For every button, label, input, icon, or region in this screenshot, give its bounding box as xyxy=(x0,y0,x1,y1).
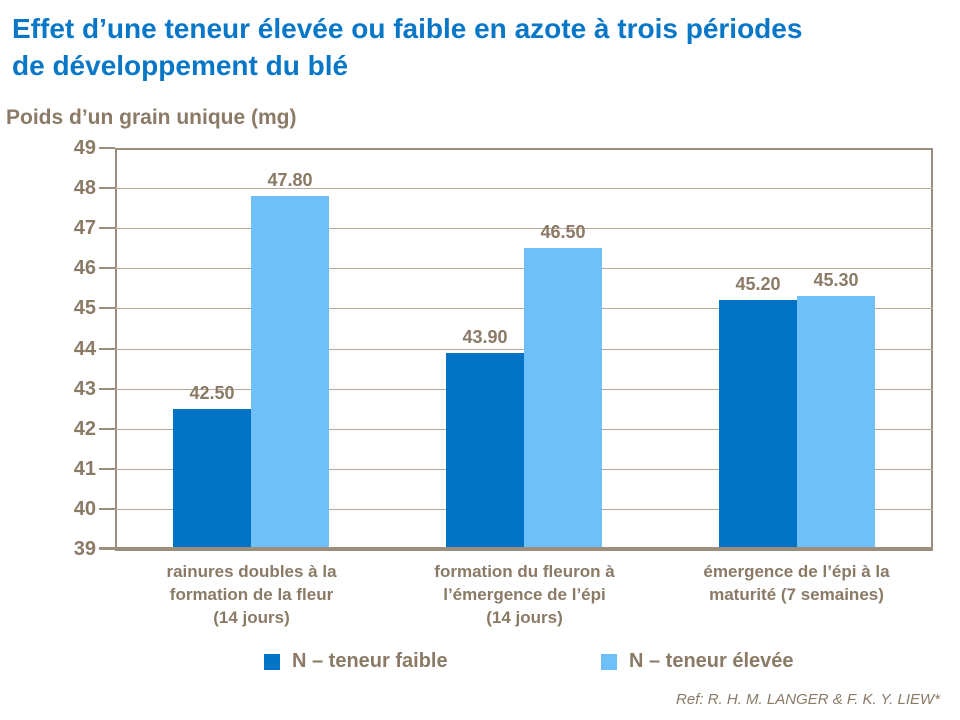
y-axis-tick-label: 41 xyxy=(73,458,96,480)
legend-item: N – teneur faible xyxy=(264,650,448,673)
y-axis-tick xyxy=(99,388,115,390)
bar-value-label: 45.30 xyxy=(813,270,859,290)
bar-value-label: 45.20 xyxy=(735,274,781,294)
bar-teneur-elevee xyxy=(797,296,875,549)
bar-teneur-faible xyxy=(719,300,797,549)
gridline xyxy=(115,228,933,229)
y-axis-tick-label: 43 xyxy=(73,378,96,400)
y-axis-tick xyxy=(99,147,115,149)
y-axis-tick xyxy=(99,348,115,350)
bar-value-label: 42.50 xyxy=(189,383,235,403)
y-axis-tick-label: 39 xyxy=(73,538,96,560)
legend-item: N – teneur élevée xyxy=(601,650,794,673)
y-axis-tick-label: 45 xyxy=(73,297,96,319)
category-label: rainures doubles à la formation de la fl… xyxy=(166,562,337,627)
y-axis-tick-label: 44 xyxy=(73,338,96,360)
category-label: formation du fleuron à l’émergence de l’… xyxy=(434,562,615,627)
x-axis-line xyxy=(99,547,933,550)
y-axis-tick xyxy=(99,428,115,430)
bar-teneur-elevee xyxy=(251,196,329,549)
y-axis-tick xyxy=(99,307,115,309)
y-axis-tick-label: 49 xyxy=(73,137,96,159)
y-axis-title: Poids d’un grain unique (mg) xyxy=(6,106,297,129)
y-axis-tick-label: 42 xyxy=(73,418,96,440)
y-axis-tick xyxy=(99,187,115,189)
gridline xyxy=(115,188,933,189)
y-axis-tick xyxy=(99,267,115,269)
category-label: émergence de l’épi à la maturité (7 sema… xyxy=(703,562,890,604)
y-axis-tick-label: 47 xyxy=(73,217,96,239)
y-axis-tick-label: 40 xyxy=(73,498,96,520)
y-axis-tick-label: 46 xyxy=(73,257,96,279)
y-axis-tick xyxy=(99,468,115,470)
bar-value-label: 46.50 xyxy=(540,222,586,242)
legend-label: N – teneur faible xyxy=(292,650,448,672)
bar-teneur-faible xyxy=(173,409,251,549)
y-axis-tick xyxy=(99,508,115,510)
y-axis-tick xyxy=(99,227,115,229)
legend-label: N – teneur élevée xyxy=(629,650,794,672)
y-axis-tick-label: 48 xyxy=(73,177,96,199)
bar-teneur-faible xyxy=(446,353,524,549)
bar-value-label: 47.80 xyxy=(267,170,313,190)
legend-swatch-icon xyxy=(601,653,617,670)
slide-title-line-2: de développement du blé xyxy=(12,50,349,81)
bar-teneur-elevee xyxy=(524,248,602,549)
slide-title: Effet d’une teneur élevée ou faible en a… xyxy=(12,10,948,84)
reference-text: Ref: R. H. M. LANGER & F. K. Y. LIEW* xyxy=(676,691,940,708)
bar-value-label: 43.90 xyxy=(462,327,508,347)
slide-title-line-1: Effet d’une teneur élevée ou faible en a… xyxy=(12,13,803,44)
legend-swatch-icon xyxy=(264,653,280,670)
